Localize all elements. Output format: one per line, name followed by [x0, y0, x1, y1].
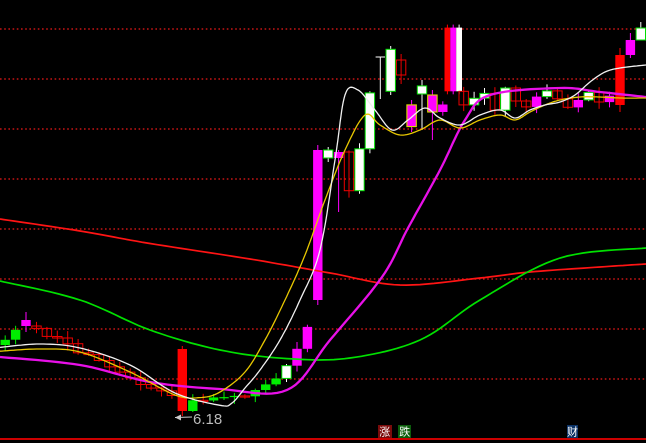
- svg-text:财: 财: [567, 425, 578, 439]
- svg-text:涨: 涨: [379, 426, 390, 439]
- svg-text:跌: 跌: [399, 425, 410, 439]
- svg-text:6.18: 6.18: [193, 411, 222, 428]
